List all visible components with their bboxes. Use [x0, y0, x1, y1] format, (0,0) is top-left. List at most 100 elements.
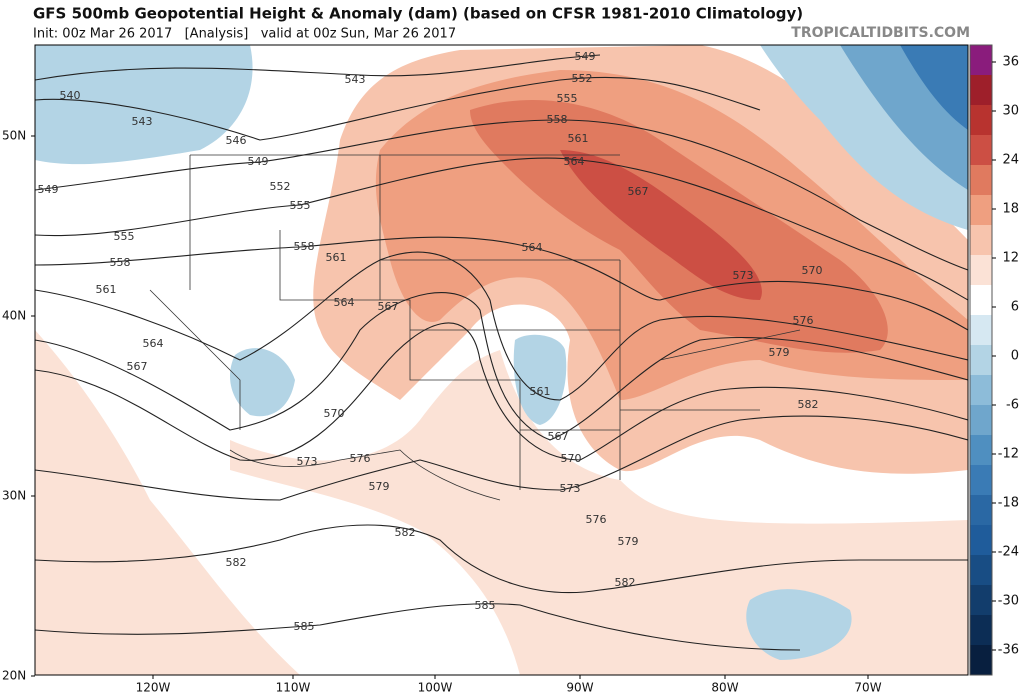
- longitude-label: 90W: [566, 681, 593, 695]
- colorbar-segment: [970, 495, 992, 526]
- colorbar-segment: [970, 465, 992, 496]
- contour-label: 549: [38, 183, 59, 196]
- contour-label: 561: [530, 385, 551, 398]
- colorbar-label: -36: [998, 643, 1019, 658]
- contour-label: 558: [110, 256, 131, 269]
- anomaly-shading: [35, 45, 968, 675]
- longitude-label: 110W: [276, 681, 311, 695]
- contour-label: 564: [564, 155, 585, 168]
- contour-label: 576: [793, 314, 814, 327]
- latitude-label: 40N: [2, 309, 26, 323]
- latitude-label: 20N: [2, 669, 26, 683]
- colorbar-segment: [970, 75, 992, 106]
- contour-label: 549: [248, 155, 269, 168]
- latitude-label: 30N: [2, 489, 26, 503]
- title: GFS 500mb Geopotential Height & Anomaly …: [33, 5, 803, 23]
- contour-label: 552: [572, 72, 593, 85]
- colorbar-segment: [970, 285, 992, 316]
- contour-label: 567: [548, 430, 569, 443]
- contour-label: 576: [586, 513, 607, 526]
- contour-label: 543: [132, 115, 153, 128]
- colorbar-segment: [970, 645, 992, 676]
- colorbar-segment: [970, 615, 992, 646]
- contour-label: 567: [127, 360, 148, 373]
- colorbar-segment: [970, 225, 992, 256]
- longitude-label: 70W: [854, 681, 881, 695]
- contour-label: 579: [769, 346, 790, 359]
- contour-label: 543: [345, 73, 366, 86]
- map: 5435495525555585615645675405435465495525…: [34, 44, 969, 676]
- colorbar-label: 30: [1002, 104, 1019, 119]
- contour-label: 555: [557, 92, 578, 105]
- source: TROPICALTIDBITS.COM: [791, 25, 970, 41]
- colorbar-label: -24: [998, 545, 1019, 560]
- contour-label: 573: [297, 455, 318, 468]
- contour-lines: [35, 54, 968, 651]
- contour-label: 567: [378, 300, 399, 313]
- colorbar-label: -18: [998, 496, 1019, 511]
- colorbar: 36 30 24 18 12 6 0 -6 -12 -18 -24 -30 -36: [969, 44, 1019, 676]
- colorbar-label: -12: [998, 447, 1019, 462]
- contour-label: 576: [350, 452, 371, 465]
- colorbar-segment: [970, 375, 992, 406]
- contour-label: 552: [270, 180, 291, 193]
- longitude-label: 100W: [418, 681, 453, 695]
- contour-label: 585: [475, 599, 496, 612]
- contour-label: 561: [568, 132, 589, 145]
- contour-label: 555: [290, 199, 311, 212]
- contour-label: 549: [575, 50, 596, 63]
- contour-label: 570: [561, 452, 582, 465]
- map-frame: [34, 44, 969, 676]
- contour-label: 582: [226, 556, 247, 569]
- longitude-label: 120W: [136, 681, 171, 695]
- contour-label: 561: [326, 251, 347, 264]
- contour-label: 582: [798, 398, 819, 411]
- contour-label: 585: [294, 620, 315, 633]
- contour-label: 573: [733, 269, 754, 282]
- contour-label: 558: [547, 113, 568, 126]
- colorbar-segment: [970, 405, 992, 436]
- contour-label: 579: [369, 480, 390, 493]
- subtitle: Init: 00z Mar 26 2017 [Analysis] valid a…: [33, 27, 456, 42]
- colorbar-segment: [970, 435, 992, 466]
- colorbar-frame: [969, 44, 993, 676]
- colorbar-label: 36: [1002, 55, 1019, 70]
- longitude-label: 80W: [711, 681, 738, 695]
- colorbar-label: 0: [1011, 349, 1019, 364]
- colorbar-label: 12: [1002, 251, 1019, 266]
- colorbar-segment: [970, 555, 992, 586]
- colorbar-label: 24: [1002, 153, 1019, 168]
- colorbar-label: 6: [1011, 300, 1019, 315]
- contour-label: 579: [618, 535, 639, 548]
- contour-label: 564: [143, 337, 164, 350]
- map-axes: 50N 40N 30N 20N 120W 110W 100W 90W 80W 70W: [2, 129, 882, 695]
- contour-label: 546: [226, 134, 247, 147]
- contour-label: 570: [802, 264, 823, 277]
- contour-label: 570: [324, 407, 345, 420]
- colorbar-label: -6: [1006, 398, 1019, 413]
- contour-labels: 5435495525555585615645675405435465495525…: [38, 50, 823, 633]
- colorbar-segment: [970, 105, 992, 136]
- contour-label: 558: [294, 240, 315, 253]
- contour-label: 540: [60, 89, 81, 102]
- colorbar-label: 18: [1002, 202, 1019, 217]
- colorbar-segment: [970, 255, 992, 286]
- latitude-label: 50N: [2, 129, 26, 143]
- contour-label: 561: [96, 283, 117, 296]
- contour-label: 555: [114, 230, 135, 243]
- colorbar-segment: [970, 165, 992, 196]
- colorbar-segment: [970, 525, 992, 556]
- contour-label: 564: [522, 241, 543, 254]
- colorbar-segment: [970, 45, 992, 76]
- contour-label: 564: [334, 296, 355, 309]
- contour-label: 573: [560, 482, 581, 495]
- colorbar-segment: [970, 195, 992, 226]
- colorbar-segment: [970, 135, 992, 166]
- colorbar-label: -30: [998, 594, 1019, 609]
- contour-label: 567: [628, 185, 649, 198]
- colorbar-segment: [970, 585, 992, 616]
- colorbar-segment: [970, 315, 992, 346]
- contour-label: 582: [395, 526, 416, 539]
- colorbar-segment: [970, 345, 992, 376]
